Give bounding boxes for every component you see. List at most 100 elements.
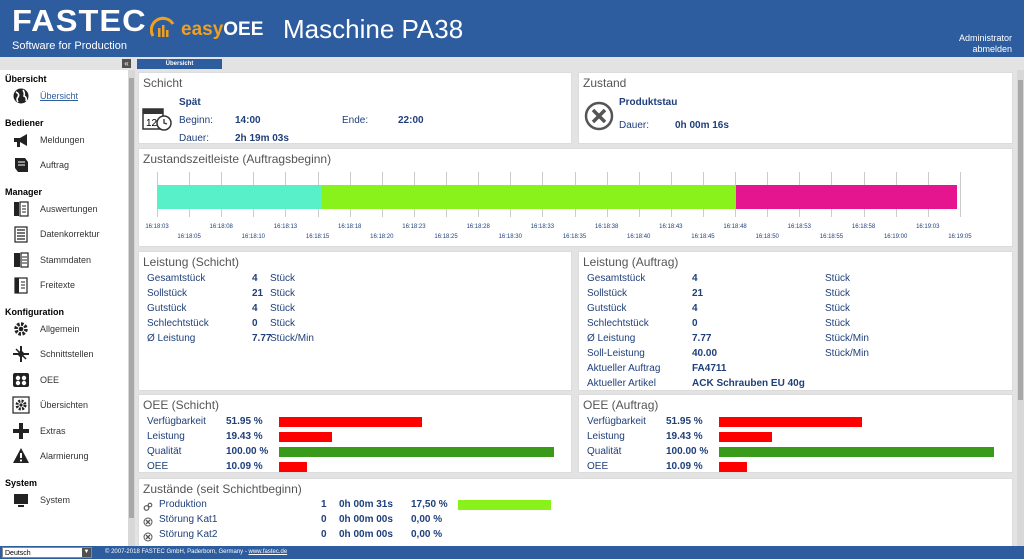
copyright: © 2007-2018 FASTEC GmbH, Paderborn, Germ… (105, 549, 288, 555)
oee-label: Qualität (147, 446, 182, 457)
leistung-unit: Stück/Min (825, 333, 869, 344)
main-scrollbar[interactable] (1017, 70, 1024, 546)
oee-schicht-panel: OEE (Schicht) Verfügbarkeit 51.95 % Leistu… (138, 394, 572, 473)
stoerung-icon (143, 529, 153, 542)
leistung-label: Soll-Leistung (587, 348, 645, 359)
warning-icon (12, 447, 30, 465)
timeline-title: Zustandszeitleiste (Auftragsbeginn) (143, 152, 332, 166)
dauer-label: Dauer: (179, 133, 210, 144)
zustand-panel: Zustand Produktstau Dauer: 0h 00m 16s (578, 72, 1013, 144)
sidebar-item--bersichten[interactable]: Übersichten (12, 396, 124, 414)
sidebar-scroll-thumb[interactable] (129, 78, 134, 518)
leistung-label: Gutstück (147, 303, 187, 314)
sidebar-section-title: Manager (5, 186, 43, 197)
order-icon (12, 156, 30, 174)
leistung-value: 4 (692, 273, 698, 284)
oee-label: OEE (147, 461, 169, 472)
oee-value: 19.43 % (666, 431, 703, 442)
leistung-unit: Stück/Min (825, 348, 869, 359)
leistung-label: Schlechtstück (147, 318, 209, 329)
sidebar-item-stammdaten[interactable]: Stammdaten (12, 251, 124, 269)
oee-bar (279, 462, 307, 472)
main-scroll-thumb[interactable] (1018, 80, 1023, 400)
collapse-sidebar-button[interactable]: « (122, 59, 131, 68)
timeline-tick-label: 16:18:10 (241, 234, 266, 240)
sidebar-item-freitexte[interactable]: Freitexte (12, 276, 124, 294)
leistung-value: 21 (252, 288, 264, 299)
sidebar-item-system[interactable]: System (12, 491, 124, 509)
timeline-tick-label: 16:18:08 (209, 224, 233, 230)
leistung-label: Sollstück (587, 288, 628, 299)
fastec-tagline: Software for Production (12, 40, 127, 52)
stop-x-icon (584, 101, 614, 131)
zustand-percent: 17,50 % (411, 499, 448, 510)
sidebar-item-schnittstellen[interactable]: Schnittstellen (12, 345, 124, 363)
timeline-tick-label: 16:18:43 (659, 224, 683, 230)
dropdown-arrow-icon[interactable]: ▼ (82, 548, 91, 557)
sidebar-scrollbar[interactable] (128, 70, 135, 546)
oee-bar (719, 417, 862, 427)
oee-icon (12, 371, 30, 389)
timeline-chart: 16:18:03 16:18:08 16:18:13 16:18:18 16:18:23… (145, 169, 992, 241)
sidebar-item-label: Meldungen (40, 134, 85, 145)
ende-label: Ende: (342, 115, 369, 126)
sidebar-item-label: Auftrag (40, 160, 70, 170)
fastec-link[interactable]: www.fastec.de (248, 549, 288, 555)
oee-label: Verfügbarkeit (587, 416, 646, 427)
main-content: Schicht 12 Spät Beginn: 14:00 Ende: 22:0… (138, 70, 1018, 546)
timeline-panel: Zustandszeitleiste (Auftragsbeginn) 16:1… (138, 148, 1013, 247)
timeline-tick-label: 16:18:13 (273, 224, 298, 230)
timeline-tick-label: 16:18:23 (402, 224, 426, 230)
sidebar-item-allgemein[interactable]: Allgemein (12, 320, 124, 338)
leistung-unit: Stück (825, 273, 851, 284)
machine-title: Maschine PA38 (283, 14, 464, 44)
oee-auftrag-panel: OEE (Auftrag) Verfügbarkeit 51.95 % Leistu… (578, 394, 1013, 473)
produktion-icon (143, 499, 153, 511)
timeline-tick-label: 16:18:28 (466, 224, 490, 230)
sidebar-item-alarmierung[interactable]: Alarmierung (12, 447, 124, 465)
leistung-value: 0 (252, 318, 258, 329)
sidebar-item-label: Extras (40, 425, 66, 436)
tab-uebersicht[interactable]: Übersicht (137, 59, 222, 69)
timeline-gridline (959, 172, 961, 217)
timeline-tick-label: 16:18:20 (370, 234, 394, 240)
timeline-tick-label: 16:18:58 (851, 224, 876, 230)
sidebar-item-auftrag[interactable]: Auftrag (12, 156, 124, 174)
zustand-percent: 0,00 % (411, 529, 443, 540)
timeline-tick-label: 16:18:25 (434, 234, 458, 240)
leistung-value: 0 (692, 318, 698, 329)
zustand-dauer-value: 0h 00m 16s (675, 120, 729, 131)
oee-label: Qualität (587, 446, 622, 457)
sidebar-item-meldungen[interactable]: Meldungen (12, 131, 124, 149)
oee-label: Verfügbarkeit (147, 416, 206, 427)
sidebar-item-auswertungen[interactable]: Auswertungen (12, 200, 124, 218)
oee-value: 100.00 % (226, 446, 269, 457)
logout-link[interactable]: abmelden (972, 44, 1012, 54)
schicht-panel: Schicht 12 Spät Beginn: 14:00 Ende: 22:0… (138, 72, 572, 144)
zustand-duration: 0h 00m 31s (339, 499, 393, 510)
leistung-label: Gutstück (587, 303, 627, 314)
leistung-value: 7.77 (252, 333, 272, 344)
dauer-value: 2h 19m 03s (235, 133, 289, 144)
leistung-unit: Stück (270, 288, 296, 299)
zustand-count: 1 (321, 499, 327, 510)
zustand-label: Produktion (159, 499, 207, 510)
leistung-unit: Stück (825, 288, 851, 299)
sidebar-item-datenkorrektur[interactable]: Datenkorrektur (12, 225, 124, 243)
sidebar-item--bersicht[interactable]: Übersicht (12, 87, 124, 105)
leistung-value: 7.77 (692, 333, 712, 344)
language-select[interactable]: Deutsch ▼ (2, 547, 92, 558)
sidebar-item-oee[interactable]: OEE (12, 371, 124, 389)
shift-name: Spät (179, 97, 201, 108)
timeline-segment-cyan (157, 185, 323, 209)
timeline-tick-label: 16:18:35 (562, 234, 587, 240)
globe-icon (12, 87, 30, 105)
sidebar-item-label: Freitexte (40, 280, 76, 290)
leistung-unit: Stück/Min (270, 333, 314, 344)
timeline-tick-label: 16:18:55 (819, 234, 844, 240)
oee-schicht-title: OEE (Schicht) (143, 398, 220, 412)
timeline-tick-label: 16:18:48 (723, 224, 747, 230)
leistung-schicht-title: Leistung (Schicht) (143, 255, 240, 269)
timeline-tick-label: 16:18:33 (530, 224, 555, 230)
sidebar-item-extras[interactable]: Extras (12, 422, 124, 440)
